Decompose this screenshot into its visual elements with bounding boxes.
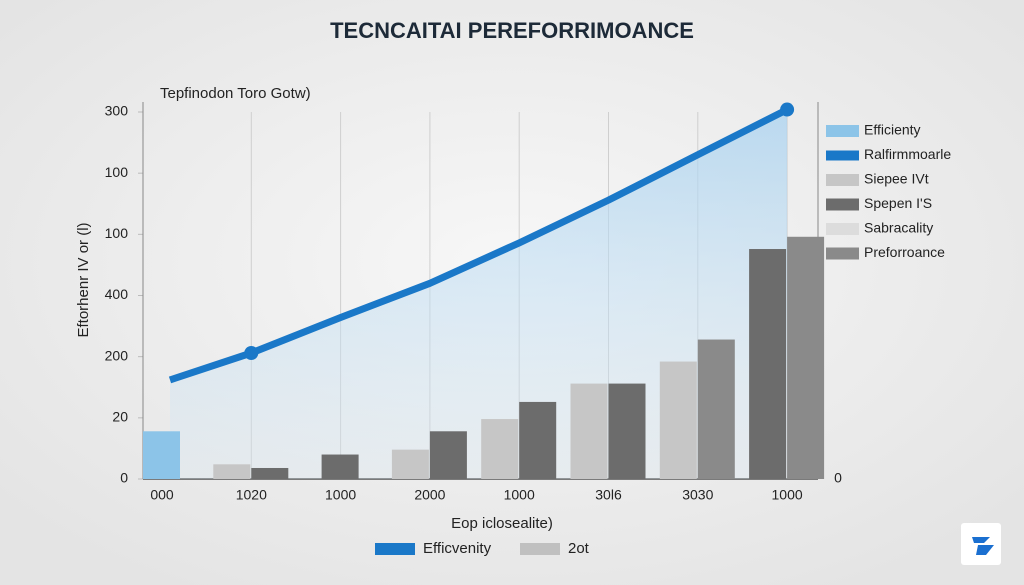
x-tick-label: 1000 <box>772 487 803 503</box>
legend-swatch <box>826 247 859 260</box>
legend-label: Siepee IVt <box>864 171 929 187</box>
legend-label: 2ot <box>568 540 590 557</box>
bar <box>429 431 467 479</box>
bar <box>749 249 787 479</box>
legend-swatch <box>375 543 415 555</box>
chart-title: TECNCAITAI PEREFORRIMOANCE <box>330 18 694 43</box>
legend-label: Ralfirmmoarle <box>864 146 951 162</box>
y2-tick-label: 0 <box>834 470 842 486</box>
legend-label: Efficienty <box>864 122 921 138</box>
bar <box>787 236 825 479</box>
bar <box>659 361 697 479</box>
y-tick-label: 400 <box>105 286 129 302</box>
bar <box>321 454 359 479</box>
bar <box>697 339 735 479</box>
bar <box>519 401 557 479</box>
legend-label: Spepen I'S <box>864 195 932 211</box>
bar <box>213 464 251 479</box>
x-tick-label: 1000 <box>504 487 535 503</box>
x-tick-label: 1020 <box>236 487 267 503</box>
logo <box>961 523 1001 565</box>
y-axis-label: Eftorhenr IV or (l) <box>75 222 92 337</box>
line-point <box>244 345 259 360</box>
legend-swatch <box>520 543 560 555</box>
chart-subtitle: Tepfinodon Toro Gotw) <box>160 85 311 102</box>
legend-label: Preforroance <box>864 244 945 260</box>
line-point <box>780 102 795 117</box>
bar <box>570 383 608 479</box>
legend-swatch <box>826 174 859 186</box>
x-tick-label: 3030 <box>682 487 713 503</box>
y-tick-label: 300 <box>105 103 129 119</box>
bar <box>608 383 646 479</box>
y-tick-label: 20 <box>112 409 128 425</box>
x-tick-label: 000 <box>150 487 174 503</box>
line <box>168 106 789 384</box>
bar <box>143 431 180 479</box>
legend-label: Sabracality <box>864 220 933 236</box>
y-tick-label: 100 <box>105 164 129 180</box>
bar <box>481 419 519 479</box>
x-tick-label: 2000 <box>414 487 445 503</box>
y-tick-label: 100 <box>105 225 129 241</box>
legend-label: Efficvenity <box>423 540 492 557</box>
legend-swatch <box>826 150 859 161</box>
x-axis-label: Eop iclosealite) <box>451 515 553 532</box>
y-tick-label: 200 <box>105 347 129 363</box>
legend-swatch <box>826 125 859 137</box>
y-tick-label: 0 <box>120 470 128 486</box>
legend-swatch <box>826 223 859 235</box>
x-tick-label: 1000 <box>325 487 356 503</box>
legend-swatch <box>826 198 859 211</box>
x-tick-label: 30l6 <box>595 487 622 503</box>
bar <box>251 467 289 479</box>
bar <box>391 449 429 479</box>
